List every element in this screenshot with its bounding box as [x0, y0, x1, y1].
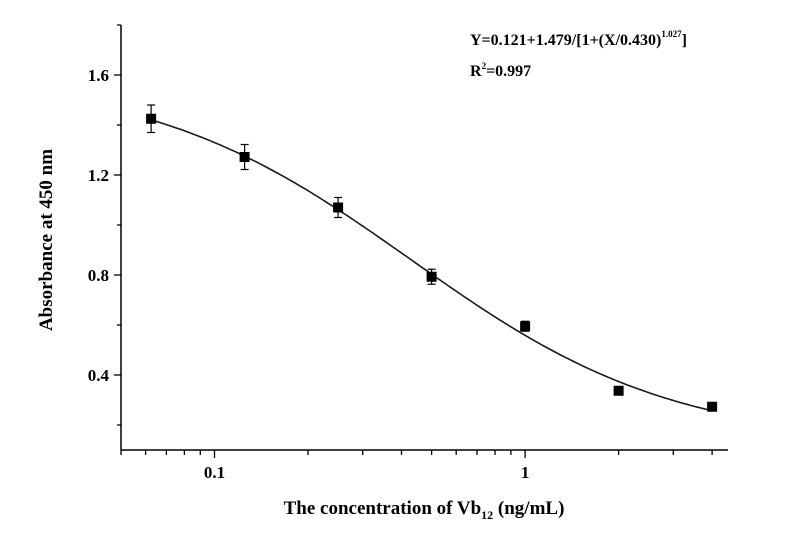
- y-tick-label: 0.8: [88, 266, 109, 285]
- x-tick-label: 1: [521, 463, 530, 482]
- y-tick-label: 0.4: [88, 366, 110, 385]
- equation: Y=0.121+1.479/[1+(X/0.430)1.027]: [470, 29, 687, 49]
- y-tick-label: 1.2: [88, 166, 109, 185]
- square-marker: [707, 401, 718, 412]
- y-axis-label: Absorbance at 450 nm: [36, 149, 57, 331]
- axes: 0.4 0.8 1.2 1.6 0.1 1: [88, 24, 728, 482]
- square-marker: [239, 152, 250, 162]
- data-points: [146, 104, 718, 412]
- square-marker: [426, 271, 437, 282]
- fit-curve-group: [150, 119, 713, 412]
- data-point: [146, 104, 157, 134]
- y-tick-label: 1.6: [88, 66, 109, 85]
- square-marker: [613, 385, 624, 396]
- data-point: [520, 320, 531, 332]
- square-marker: [520, 321, 531, 332]
- data-point: [239, 143, 250, 171]
- square-marker: [146, 113, 157, 124]
- data-point: [707, 401, 718, 412]
- square-marker: [333, 202, 344, 213]
- x-axis-label: The concentration of Vb12 (ng/mL): [284, 498, 565, 522]
- fit-curve: [150, 119, 713, 412]
- data-point: [426, 268, 437, 285]
- r-squared: R2=0.997: [470, 61, 531, 80]
- data-point: [613, 385, 624, 396]
- data-point: [333, 196, 344, 219]
- x-tick-label: 0.1: [204, 463, 225, 482]
